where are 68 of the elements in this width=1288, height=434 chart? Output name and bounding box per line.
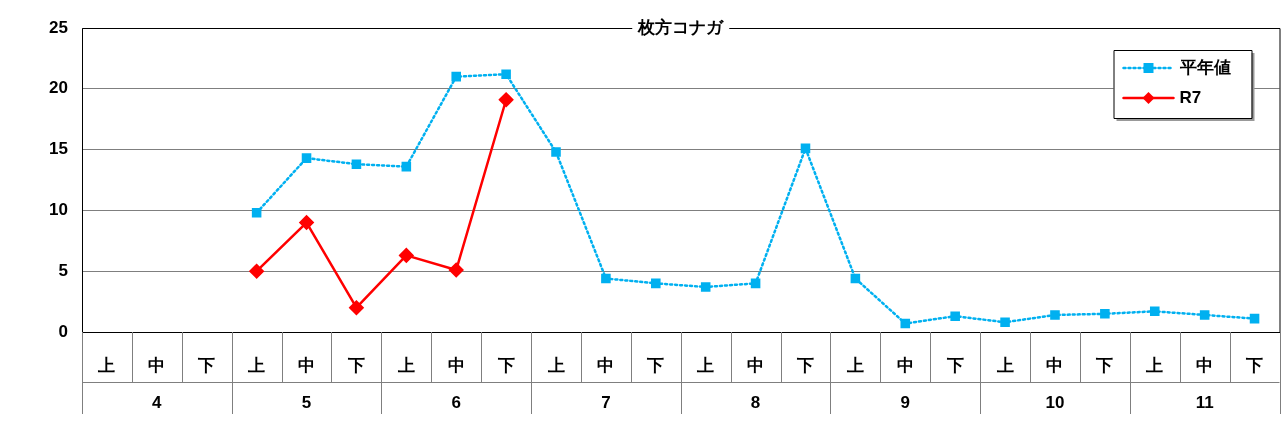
text: 11 bbox=[1195, 392, 1214, 412]
text: 8 bbox=[750, 392, 761, 412]
point bbox=[448, 262, 464, 278]
x-tick-label: 中 bbox=[747, 355, 765, 375]
x-tick-label: 中 bbox=[298, 355, 316, 375]
x-tick-label: 上 bbox=[546, 355, 565, 375]
x-tick-label: 中 bbox=[597, 355, 615, 375]
x-tick-label: 上 bbox=[97, 355, 116, 375]
x-tick-label: 上 bbox=[247, 355, 266, 375]
point bbox=[601, 273, 611, 284]
point bbox=[301, 153, 312, 163]
text: 10 bbox=[1045, 392, 1065, 412]
point bbox=[249, 263, 264, 279]
x-tick-label: 下 bbox=[1245, 355, 1264, 375]
point bbox=[750, 278, 761, 289]
point bbox=[451, 71, 461, 82]
x-tick-label: 中 bbox=[447, 355, 465, 375]
point bbox=[1149, 306, 1160, 317]
point bbox=[551, 147, 561, 157]
y-tick-label: 15 bbox=[49, 139, 68, 159]
point bbox=[1000, 317, 1010, 328]
x-tick-label: 中 bbox=[896, 355, 914, 375]
text: 4 bbox=[152, 392, 163, 412]
x-tick-label: 上 bbox=[1145, 355, 1164, 375]
point bbox=[700, 282, 711, 292]
x-tick-label: 下 bbox=[346, 355, 365, 375]
y-tick-label: 25 bbox=[49, 17, 68, 37]
text: 5 bbox=[301, 392, 312, 412]
x-tick-label: 中 bbox=[1196, 355, 1214, 375]
point bbox=[351, 159, 362, 169]
text: 6 bbox=[451, 392, 461, 412]
point bbox=[950, 311, 960, 321]
x-tick-label: 下 bbox=[1095, 355, 1114, 375]
point bbox=[850, 273, 861, 284]
chart-title: 枚方コナガ bbox=[637, 17, 725, 37]
point bbox=[900, 318, 911, 329]
point bbox=[1100, 308, 1110, 319]
point bbox=[1199, 310, 1210, 320]
point bbox=[299, 215, 314, 230]
y-tick-label: 20 bbox=[49, 78, 68, 98]
text: 9 bbox=[900, 392, 911, 412]
x-tick-label: 下 bbox=[496, 355, 515, 375]
point bbox=[349, 300, 364, 315]
x-tick-label: 下 bbox=[945, 355, 964, 375]
text: 7 bbox=[601, 392, 611, 412]
legend-label: R7 bbox=[1179, 87, 1202, 107]
point bbox=[501, 69, 511, 79]
y-tick-label: 0 bbox=[58, 321, 68, 341]
point bbox=[1050, 310, 1060, 320]
x-tick-label: 上 bbox=[696, 355, 715, 375]
y-tick-label: 5 bbox=[58, 260, 68, 280]
x-tick-label: 下 bbox=[795, 355, 814, 375]
x-tick-label: 下 bbox=[646, 355, 665, 375]
point bbox=[498, 92, 514, 107]
point bbox=[651, 278, 661, 289]
point bbox=[1249, 313, 1260, 324]
point bbox=[401, 161, 412, 172]
x-tick-label: 上 bbox=[995, 355, 1014, 375]
x-tick-label: 中 bbox=[148, 355, 166, 375]
x-tick-label: 上 bbox=[396, 355, 415, 375]
x-tick-label: 下 bbox=[197, 355, 216, 375]
point bbox=[399, 248, 414, 263]
x-tick-label: 中 bbox=[1046, 355, 1064, 375]
point bbox=[251, 208, 262, 218]
x-tick-label: 上 bbox=[845, 355, 864, 375]
y-tick-label: 10 bbox=[49, 200, 68, 220]
point bbox=[800, 143, 811, 154]
legend-label: 平年値 bbox=[1178, 57, 1231, 77]
